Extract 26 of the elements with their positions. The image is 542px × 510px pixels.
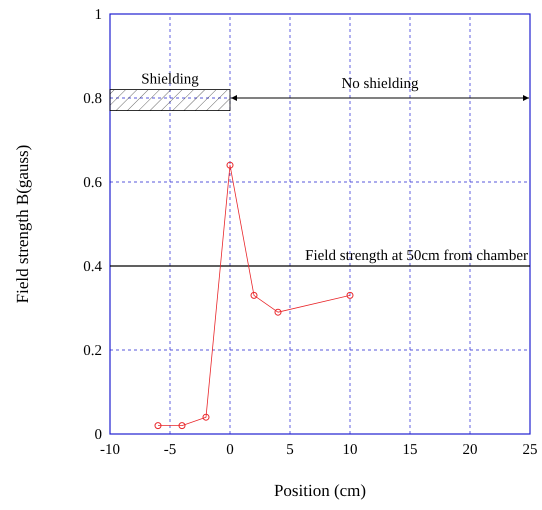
point <box>274 308 282 316</box>
x-tick-label: 25 <box>522 442 538 458</box>
point <box>346 292 354 299</box>
y-axis-title: Field strength B(gauss) <box>13 144 32 304</box>
x-tick-label: 20 <box>462 442 478 458</box>
x-tick-label: 15 <box>402 442 418 458</box>
point <box>178 422 186 430</box>
x-tick-label: -5 <box>164 442 176 458</box>
ref-line-label: Field strength at 50cm from chamber <box>305 248 528 264</box>
x-axis-title: Position (cm) <box>274 481 366 500</box>
y-tick-label: 0.8 <box>83 91 102 107</box>
annotation: Shielding <box>141 72 200 88</box>
y-tick-label: 0 <box>94 427 102 443</box>
x-tick-label: 10 <box>342 442 358 458</box>
point <box>154 422 162 430</box>
y-tick-label: 0.2 <box>83 343 102 359</box>
x-tick-label: -10 <box>100 442 120 458</box>
y-tick-label: 0.4 <box>83 259 102 275</box>
point <box>202 414 210 421</box>
y-tick-label: 1 <box>94 7 102 23</box>
annotation: No shielding <box>341 76 420 92</box>
x-tick-label: 5 <box>286 442 294 458</box>
x-tick-label: 0 <box>226 442 234 458</box>
point <box>226 162 234 169</box>
y-tick-label: 0.6 <box>83 175 102 191</box>
point <box>250 292 258 299</box>
